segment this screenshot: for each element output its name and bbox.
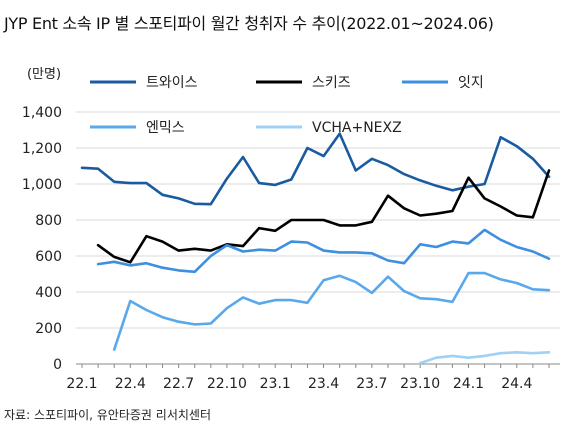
x-tick-label: 23.4 (308, 376, 339, 392)
series-line-1 (80, 132, 551, 206)
legend-label: 엔믹스 (146, 120, 185, 136)
y-tick-label: 200 (35, 321, 62, 337)
y-tick-label: 400 (35, 285, 62, 301)
y-tick-label: 1,400 (22, 105, 62, 121)
series-line-2 (96, 169, 551, 264)
x-tick-label: 24.1 (453, 376, 484, 392)
source-note: 자료: 스포티파이, 유안타증권 리서치센터 (4, 408, 211, 422)
y-axis-unit-label: (만명) (27, 67, 61, 82)
y-tick-label: 0 (53, 357, 62, 373)
x-tick-label: 22.7 (163, 376, 194, 392)
y-tick-label: 1,000 (22, 177, 62, 193)
x-tick-label: 23.1 (260, 376, 291, 392)
series-line-5 (418, 350, 551, 365)
axis-group: 22.1 22.4 22.7 22.10 23.1 23.4 23.7 23.10 24.1 24… (66, 363, 560, 392)
chart-title: JYP Ent 소속 IP 별 스포티파이 월간 청취자 수 추이(2022.0… (4, 14, 494, 33)
x-tick-label: 22.1 (66, 376, 97, 392)
x-tick-label: 22.10 (207, 376, 247, 392)
grid-group: 0 200 400 600 800 1,000 1,200 1,400 (22, 105, 560, 373)
legend-label: 스키즈 (312, 75, 351, 91)
y-tick-label: 1,200 (22, 141, 62, 157)
legend-label: VCHA+NEXZ (312, 120, 402, 136)
x-tick-label: 22.4 (115, 376, 146, 392)
x-tick-label: 23.7 (356, 376, 387, 392)
series-line-4 (112, 271, 551, 351)
series-line-3 (96, 228, 551, 274)
legend-label: 트와이스 (146, 75, 198, 91)
x-tick-label: 24.4 (501, 376, 532, 392)
legend-label: 잇지 (458, 75, 484, 91)
x-tick-label: 23.10 (400, 376, 440, 392)
y-tick-label: 800 (35, 213, 62, 229)
y-unit-group: (만명) (27, 67, 61, 82)
series-group (80, 132, 551, 365)
y-tick-label: 600 (35, 249, 62, 265)
